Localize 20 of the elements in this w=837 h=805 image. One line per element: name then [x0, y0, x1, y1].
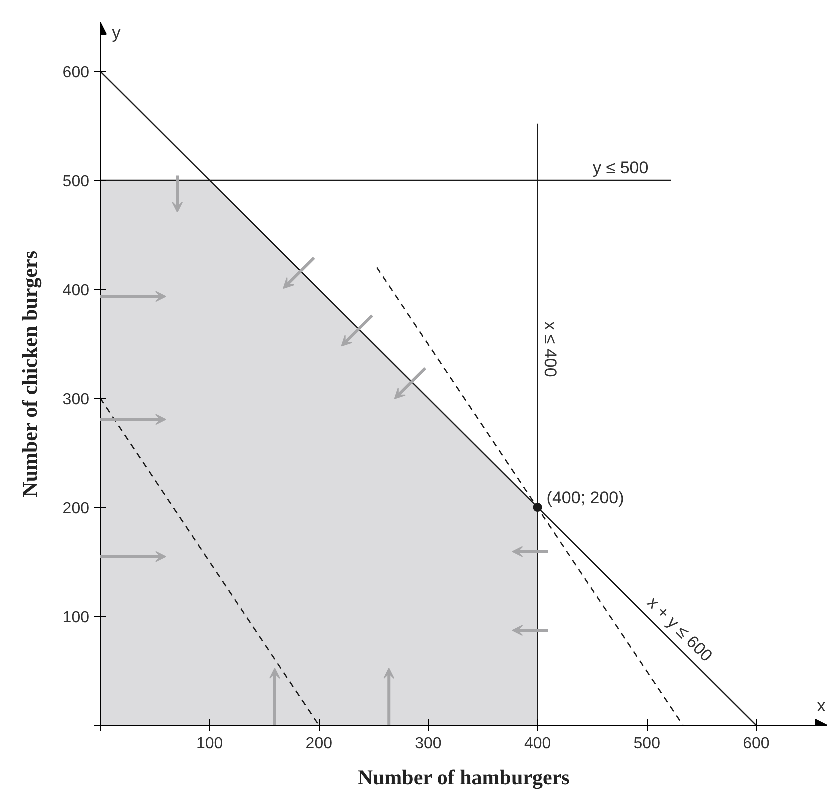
data-label: (400; 200) — [546, 488, 624, 508]
y-tick-label: 300 — [62, 392, 90, 409]
x-tick-label: 100 — [196, 736, 224, 752]
annotation: y — [112, 24, 122, 42]
annotation: x ≤ 400 — [541, 322, 560, 378]
x-tick-label: 600 — [743, 736, 770, 752]
y-axis-title: Number of chicken burgers — [18, 251, 42, 498]
x-axis-title: Number of hamburgers — [358, 766, 570, 790]
y-tick-label: 400 — [62, 282, 90, 300]
y-tick-label: 600 — [62, 64, 90, 82]
y-tick-label: 200 — [62, 500, 90, 518]
annotation: x — [817, 696, 826, 716]
y-tick-label: 100 — [62, 610, 90, 627]
x-tick-label: 400 — [524, 736, 552, 752]
x-tick-label: 300 — [415, 736, 442, 752]
x-tick-label: 200 — [306, 736, 333, 752]
y-tick-label: 500 — [62, 174, 90, 191]
annotation: y ≤ 500 — [593, 158, 649, 178]
x-tick-label: 500 — [634, 736, 661, 752]
annotation: x + y ≤ 600 — [644, 593, 716, 666]
